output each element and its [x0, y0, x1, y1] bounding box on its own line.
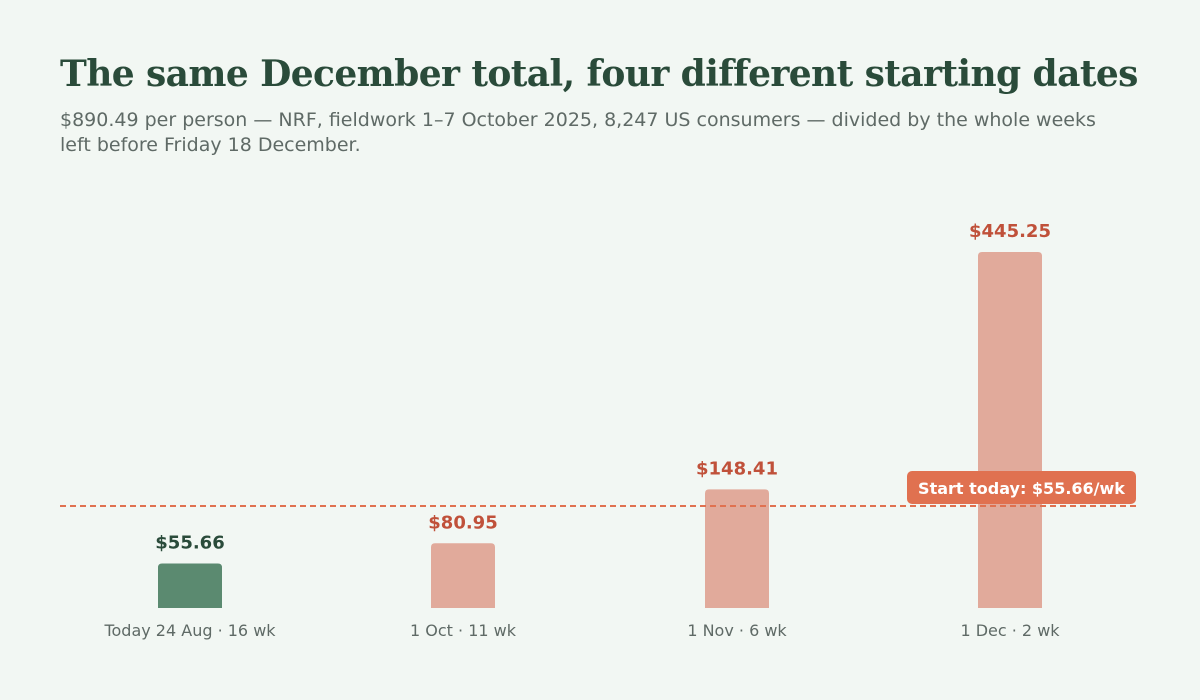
x-tick-label-3: 1 Nov · 6 wk: [687, 621, 787, 640]
bar-3: [705, 489, 769, 608]
x-tick-label-1: Today 24 Aug · 16 wk: [103, 621, 276, 640]
x-tick-label-4: 1 Dec · 2 wk: [960, 621, 1060, 640]
bar-value-label-4: $445.25: [969, 221, 1051, 242]
bar-value-label-1: $55.66: [155, 532, 224, 553]
reference-line-label: Start today: $55.66/wk: [918, 479, 1125, 498]
x-tick-label-2: 1 Oct · 11 wk: [410, 621, 517, 640]
chart-title: The same December total, four different …: [60, 53, 1138, 95]
reference-line-badge: [907, 471, 1136, 504]
chart-subtitle: $890.49 per person — NRF, fieldwork 1–7 …: [60, 109, 1096, 156]
bar-value-label-2: $80.95: [428, 512, 497, 533]
bar-value-label-3: $148.41: [696, 458, 778, 479]
bar-1: [158, 563, 222, 608]
bar-4: [978, 252, 1042, 608]
bar-2: [431, 543, 495, 608]
